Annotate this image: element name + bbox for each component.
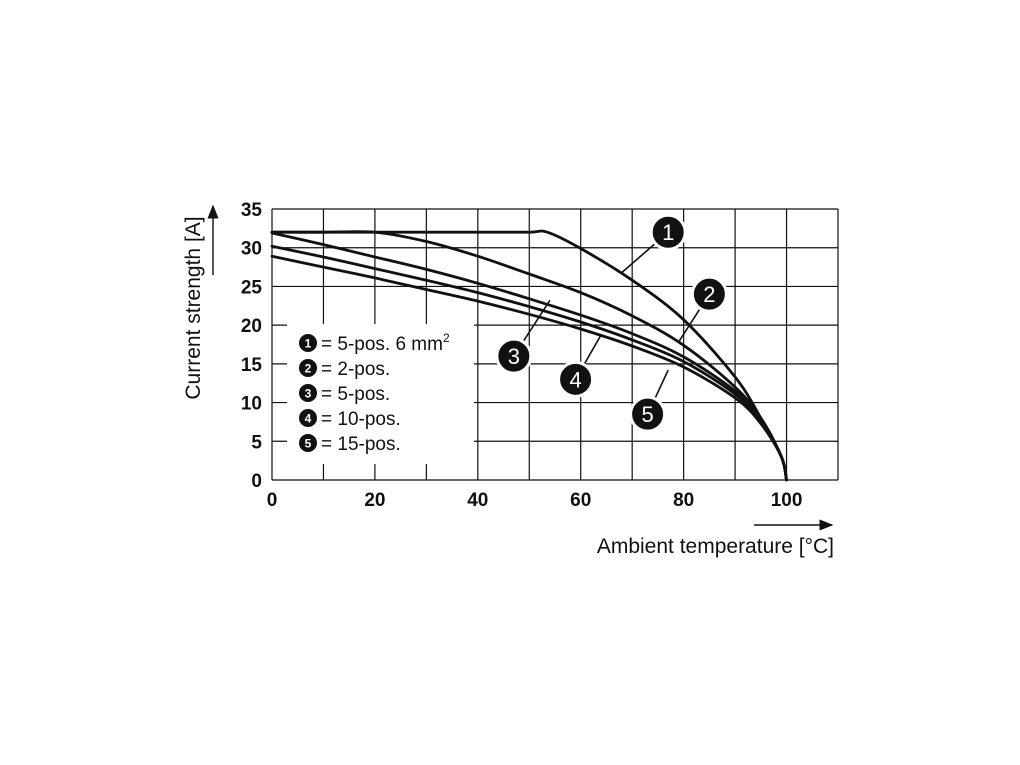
- legend-marker-3: [299, 384, 317, 402]
- callout-number-5: 5: [641, 402, 653, 427]
- y-tick-label: 15: [241, 355, 263, 376]
- callout-badge-4: [557, 360, 595, 398]
- callout-leader-5: [654, 369, 669, 400]
- callout-badge-3: [495, 337, 533, 375]
- curves: [270, 229, 788, 482]
- legend-marker-4: [299, 409, 317, 427]
- series-line-5: [270, 254, 788, 482]
- x-tick-label: 20: [364, 490, 385, 511]
- legend-marker-number: 4: [305, 412, 312, 426]
- legend-marker-1: [299, 334, 317, 352]
- callout-leader-4: [583, 334, 603, 365]
- y-tick-label: 5: [251, 432, 262, 453]
- legend: [287, 324, 474, 464]
- legend-label-5: = 15-pos.: [321, 434, 401, 455]
- legend-marker-number: 1: [305, 337, 312, 351]
- legend-marker-number: 5: [305, 437, 312, 451]
- callout-leader-2: [677, 308, 701, 343]
- x-tick-labels: 0 20 40 60 80 100: [267, 490, 803, 511]
- callout-badge-2: [690, 275, 728, 313]
- legend-marker-2: [299, 359, 317, 377]
- legend-marker-5: [299, 434, 317, 452]
- legend-marker-number: 2: [305, 362, 312, 376]
- grid: [271, 208, 839, 481]
- legend-label-3: = 5-pos.: [321, 384, 390, 405]
- y-tick-label: 35: [241, 200, 263, 221]
- callout-number-2: 2: [703, 282, 715, 307]
- legend-marker-number: 3: [305, 387, 312, 401]
- callout-leader-3: [522, 299, 551, 343]
- callout-number-1: 1: [662, 220, 674, 245]
- y-tick-label: 20: [241, 316, 262, 337]
- callout-number-3: 3: [508, 344, 520, 369]
- callout-badge-5: [629, 395, 667, 433]
- y-tick-label: 0: [251, 471, 262, 492]
- x-tick-label: 60: [570, 490, 591, 511]
- y-tick-labels: 0 5 10 15 20 25 30 35: [241, 200, 263, 492]
- series-line-4: [270, 231, 788, 482]
- y-tick-label: 30: [241, 239, 262, 260]
- legend-label-4: = 10-pos.: [321, 409, 401, 430]
- x-tick-label: 100: [771, 490, 803, 511]
- y-tick-label: 25: [241, 277, 263, 298]
- legend-label-2: = 2-pos.: [321, 359, 390, 380]
- x-tick-label: 80: [673, 490, 694, 511]
- x-axis-label: Ambient temperature [°C]: [597, 535, 834, 558]
- y-axis-label: Current strength [A]: [182, 216, 205, 399]
- x-tick-label: 40: [467, 490, 488, 511]
- x-tick-label: 0: [267, 490, 278, 511]
- callout-leader-1: [621, 242, 656, 274]
- legend-entries: 1 = 5-pos. 6 mm2 2 = 2-pos. 3 = 5-pos. 4 = 10-p…: [299, 331, 450, 455]
- callouts: 1 2 3 4 5: [495, 213, 728, 433]
- legend-label-1: = 5-pos. 6 mm2: [321, 331, 450, 355]
- callout-number-4: 4: [569, 367, 581, 392]
- y-tick-label: 10: [241, 394, 262, 415]
- callout-badge-1: [649, 213, 687, 251]
